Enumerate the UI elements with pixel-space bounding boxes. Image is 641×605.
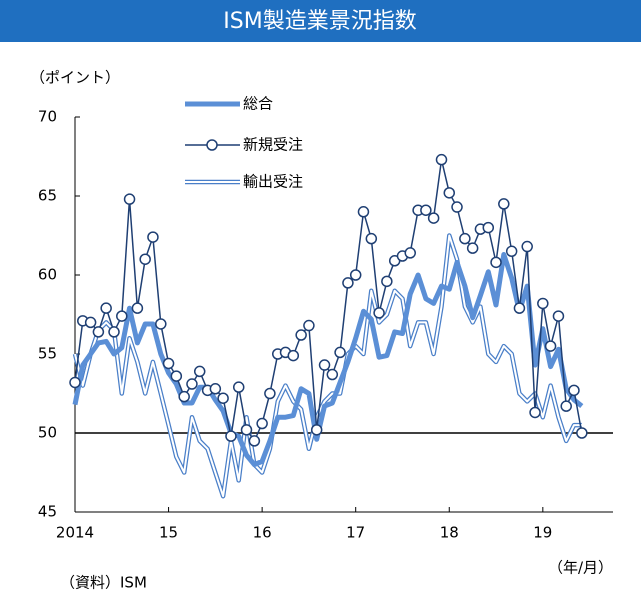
legend-label: 新規受注 (243, 136, 303, 154)
series-marker (310, 424, 323, 436)
series-marker (427, 212, 440, 224)
series-marker (123, 193, 136, 205)
series-marker (92, 326, 105, 338)
series-marker (568, 384, 580, 397)
series-marker (373, 307, 385, 319)
series-marker (84, 316, 97, 329)
series-marker (435, 153, 448, 166)
series-marker (505, 245, 518, 258)
y-tick-label: 45 (38, 503, 57, 521)
y-tick-label: 50 (38, 424, 57, 442)
series-marker (100, 302, 112, 314)
y-tick-label: 55 (38, 345, 57, 363)
series-marker (381, 275, 393, 288)
series-marker (116, 310, 128, 322)
x-tick-label: 16 (253, 524, 272, 542)
series-line (74, 159, 583, 443)
series-marker (544, 340, 557, 352)
series-marker (248, 435, 261, 447)
series-marker (256, 417, 268, 430)
series-marker (521, 240, 533, 253)
series-marker (334, 346, 346, 359)
legend-marker (206, 139, 218, 151)
series-marker (552, 310, 565, 322)
series-line (72, 252, 584, 468)
series-marker (69, 376, 81, 389)
series-marker (131, 302, 144, 314)
series-marker (217, 392, 229, 404)
series-marker (287, 349, 300, 362)
series-marker (349, 269, 362, 281)
y-tick-label: 70 (38, 108, 57, 126)
series-marker (155, 318, 167, 330)
x-tick-label: 17 (346, 524, 365, 542)
chart-title: ISM製造業景況指数 (223, 9, 416, 34)
series-marker (162, 357, 175, 370)
title-banner (0, 0, 641, 42)
series-marker (513, 302, 526, 314)
series-marker (498, 198, 510, 210)
y-tick-label: 65 (38, 187, 57, 205)
series-marker (193, 365, 206, 378)
series-marker (404, 247, 416, 259)
legend-label: 輸出受注 (243, 173, 303, 191)
x-tick-label: 2014 (56, 524, 94, 542)
series-marker (482, 221, 495, 234)
series-marker (420, 204, 432, 216)
series-line-inner (74, 234, 582, 498)
x-tick-label: 15 (159, 524, 178, 542)
series-marker (490, 256, 502, 269)
series-marker (443, 187, 456, 199)
series-marker (303, 319, 315, 332)
y-axis-label: （ポイント） (30, 69, 120, 87)
series-marker (326, 368, 339, 381)
series-marker (209, 383, 222, 395)
series-marker (529, 406, 541, 419)
series-marker (537, 297, 549, 310)
series-marker (139, 253, 151, 265)
y-tick-label: 60 (38, 266, 57, 284)
series-marker (560, 400, 572, 412)
series-marker (365, 232, 378, 245)
legend-label: 総合 (243, 95, 273, 113)
x-tick-label: 18 (440, 524, 459, 542)
series-marker (264, 387, 276, 400)
series-marker (357, 206, 370, 218)
series-marker (576, 427, 588, 439)
series-marker (318, 359, 331, 371)
x-axis-label: （年/月） (548, 559, 613, 577)
series-marker (178, 390, 190, 403)
source: （資料）ISM (60, 574, 147, 592)
x-tick-label: 19 (533, 524, 552, 542)
series-marker (170, 370, 183, 382)
series-marker (232, 381, 245, 393)
series-marker (342, 277, 354, 289)
series-marker (240, 424, 253, 436)
series-marker (147, 231, 159, 243)
series-marker (466, 242, 479, 254)
series-marker (225, 430, 237, 442)
series-marker (295, 329, 307, 341)
series-marker (451, 201, 463, 213)
series-marker (186, 378, 198, 390)
series-marker (459, 232, 471, 245)
series-marker (108, 326, 120, 338)
